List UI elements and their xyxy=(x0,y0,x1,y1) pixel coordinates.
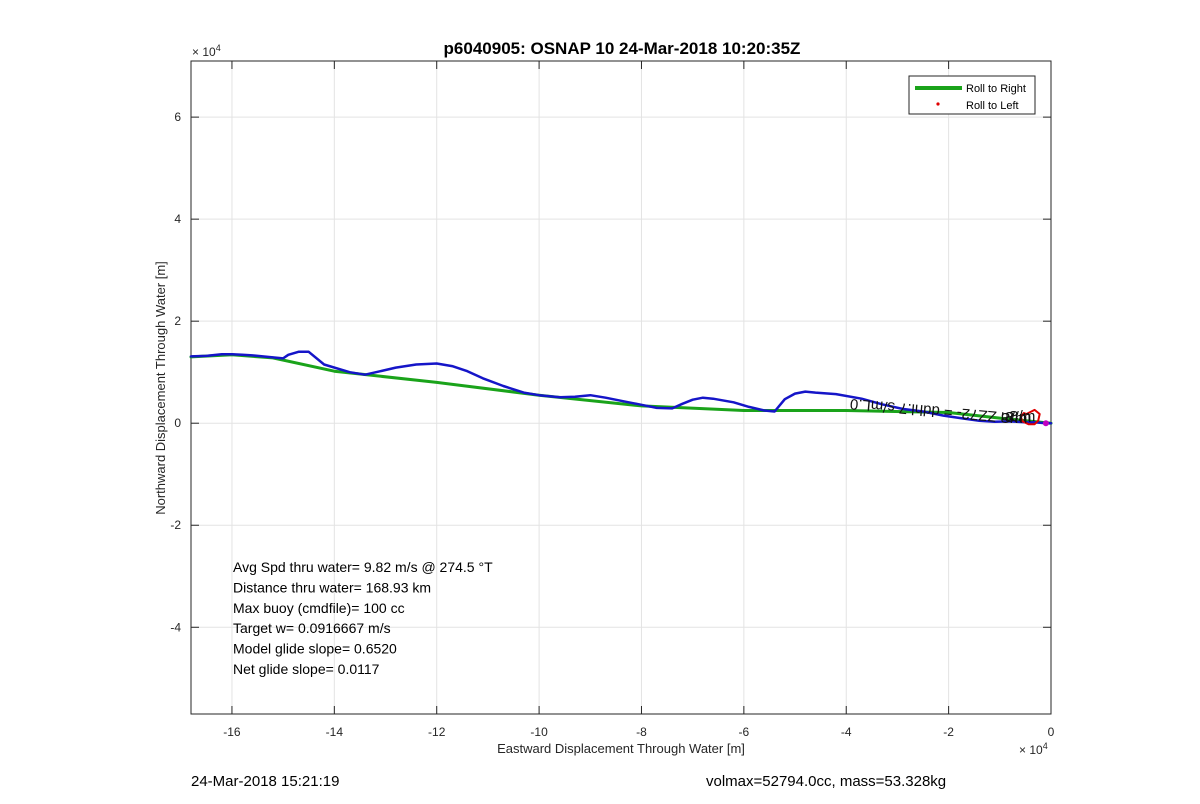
x-tick-label: -14 xyxy=(326,725,344,739)
legend-box xyxy=(908,75,1036,115)
x-tick-label: 0 xyxy=(1048,725,1055,739)
chart-title: p6040905: OSNAP 10 24-Mar-2018 10:20:35Z xyxy=(444,39,801,58)
overlay-rotated-label: m ZZ72- = ddhl.7 s/mL.0 xyxy=(849,395,1014,426)
axis-ticks: -16 -14 -12 -10 -8 -6 -4 -2 0 -4 -2 0 2 4 6 xyxy=(170,61,1055,739)
annotation-line: Net glide slope= 0.0117 xyxy=(233,661,380,677)
annotation-block: Avg Spd thru water= 9.82 m/s @ 274.5 °T D… xyxy=(233,559,493,677)
series-roll-left-loop xyxy=(1019,408,1041,426)
annotation-line: Avg Spd thru water= 9.82 m/s @ 274.5 °T xyxy=(233,559,493,575)
annotation-line: Model glide slope= 0.6520 xyxy=(233,641,397,657)
x-tick-label: -12 xyxy=(428,725,446,739)
x-tick-label: -10 xyxy=(530,725,548,739)
x-exponent-base: × 10 xyxy=(1019,743,1043,757)
svg-text:× 104: × 104 xyxy=(192,43,221,59)
plot-frame xyxy=(190,60,1052,715)
overlay-garbled-text: m ZZ72- = ddhl.7 s/mL.0 Ƨ/m Ƨ/m Ƨ/m xyxy=(849,395,1035,427)
x-tick-label: -4 xyxy=(841,725,852,739)
y-exponent: × 104 xyxy=(192,43,221,59)
overlay-stacked-label-1: Ƨ/m xyxy=(1001,410,1028,427)
x-tick-label: -8 xyxy=(636,725,647,739)
legend: Roll to Right Roll to Left xyxy=(908,75,1036,115)
y-tick-label: 0 xyxy=(174,416,181,430)
y-tick-label: -2 xyxy=(170,518,181,532)
annotation-line: Target w= 0.0916667 m/s xyxy=(233,620,391,636)
y-tick-label: -4 xyxy=(170,620,181,634)
x-tick-label: -6 xyxy=(739,725,750,739)
series-group xyxy=(189,350,1053,427)
series-end-marker xyxy=(1042,420,1049,427)
y-tick-label: 4 xyxy=(174,212,181,226)
footer-timestamp: 24-Mar-2018 15:21:19 xyxy=(191,773,340,790)
x-tick-label: -16 xyxy=(223,725,241,739)
y-tick-label: 6 xyxy=(174,110,181,124)
x-exponent: × 104 xyxy=(1019,741,1048,757)
series-track-line xyxy=(189,350,1053,425)
overlay-stacked-label-3: Ƨ/m xyxy=(1009,408,1036,425)
y-exponent-base: × 10 xyxy=(192,45,216,59)
legend-label-roll-left: Roll to Left xyxy=(966,100,1019,112)
x-tick-label: -2 xyxy=(943,725,954,739)
x-exponent-power: 4 xyxy=(1043,741,1048,751)
annotation-line: Max buoy (cmdfile)= 100 cc xyxy=(233,600,405,616)
svg-text:× 104: × 104 xyxy=(1019,741,1048,757)
legend-label-roll-right: Roll to Right xyxy=(966,83,1026,95)
legend-swatch-roll-left xyxy=(936,102,940,106)
y-exponent-power: 4 xyxy=(216,43,221,53)
y-axis-label: Northward Displacement Through Water [m] xyxy=(153,261,168,515)
x-axis-label: Eastward Displacement Through Water [m] xyxy=(497,741,745,756)
grid xyxy=(191,61,1052,714)
annotation-line: Distance thru water= 168.93 km xyxy=(233,579,431,595)
footer-stats: volmax=52794.0cc, mass=53.328kg xyxy=(706,773,947,790)
y-tick-label: 2 xyxy=(174,314,181,328)
overlay-stacked-label-2: Ƨ/m xyxy=(1005,409,1032,426)
